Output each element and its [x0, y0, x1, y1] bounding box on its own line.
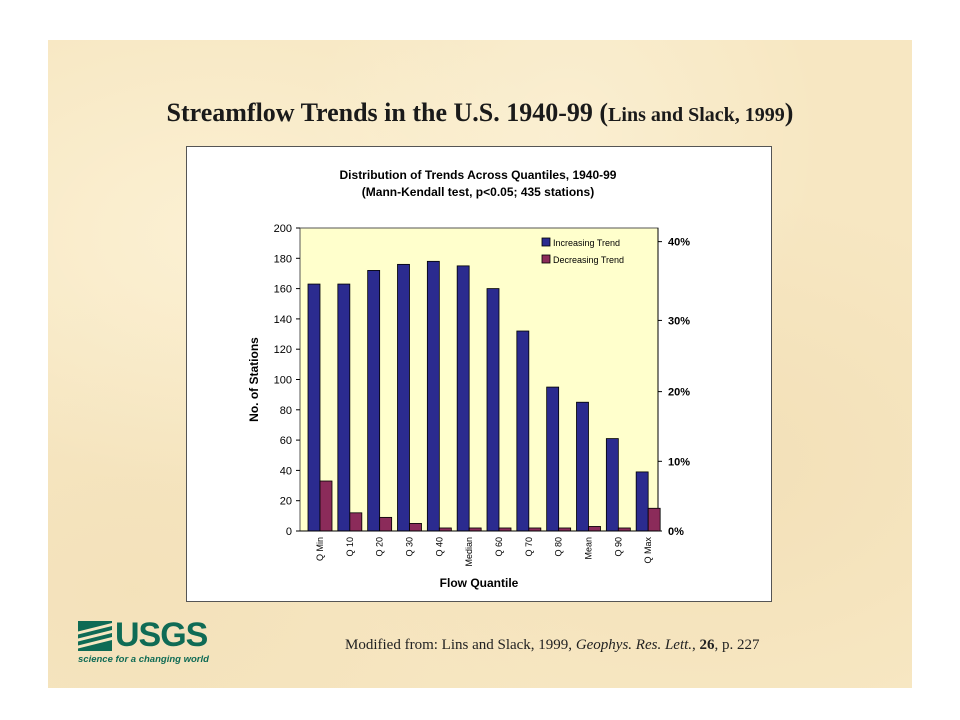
usgs-logo: USGS science for a changing world — [78, 616, 210, 668]
bar-decreasing — [588, 526, 601, 532]
chart-frame: Distribution of Trends Across Quantiles,… — [186, 146, 772, 602]
bar-increasing — [426, 260, 440, 532]
y-tick-label: 0 — [286, 526, 292, 538]
x-tick-label: Q 10 — [345, 537, 355, 557]
y-tick-label: 140 — [274, 314, 292, 326]
plot-area — [299, 227, 659, 532]
bar-increasing — [397, 263, 410, 532]
x-tick-label: Q 80 — [554, 537, 564, 557]
bar-increasing — [456, 265, 470, 532]
usgs-logo-text: USGS — [115, 616, 208, 654]
y2-tick-label: 10% — [668, 456, 690, 468]
bar-increasing — [605, 438, 619, 532]
x-tick-label: Q 60 — [494, 537, 504, 557]
bar-decreasing — [409, 523, 422, 532]
slide-title: Streamflow Trends in the U.S. 1940-99 (L… — [48, 98, 912, 128]
x-tick-label: Q 90 — [613, 537, 623, 557]
source-volume: 26 — [699, 637, 715, 653]
y-tick-label: 40 — [280, 465, 292, 477]
title-main: Streamflow Trends in the U.S. 1940-99 ( — [166, 98, 609, 127]
y-tick-label: 120 — [274, 344, 292, 356]
y2-tick-label: 20% — [668, 387, 690, 399]
source-page: , p. 227 — [714, 637, 760, 653]
x-tick-label: Q 70 — [524, 537, 534, 557]
y-tick-label: 20 — [280, 496, 292, 508]
y-axis-title: No. of Stations — [247, 337, 261, 422]
bar-increasing — [486, 288, 500, 532]
y-tick-label: 100 — [274, 375, 292, 387]
y-tick-label: 60 — [280, 435, 292, 447]
legend-swatch — [541, 237, 551, 247]
x-tick-label: Median — [464, 537, 474, 567]
legend-swatch — [541, 254, 551, 264]
slide: Streamflow Trends in the U.S. 1940-99 (L… — [48, 40, 912, 688]
y-tick-label: 200 — [274, 223, 292, 235]
y2-tick-label: 0% — [668, 526, 684, 538]
bar-increasing — [337, 283, 351, 532]
bar-decreasing — [379, 516, 393, 532]
x-tick-label: Q Min — [315, 537, 325, 561]
x-tick-label: Mean — [584, 537, 594, 560]
x-tick-label: Q Max — [643, 537, 653, 564]
bar-increasing — [367, 270, 381, 532]
x-axis-title: Flow Quantile — [440, 576, 519, 590]
source-sep: , — [692, 637, 700, 653]
chart-subtitle: (Mann-Kendall test, p<0.05; 435 stations… — [362, 185, 594, 199]
bar-decreasing — [319, 480, 333, 532]
legend-label: Increasing Trend — [553, 238, 620, 248]
bar-increasing — [516, 330, 530, 532]
legend-label: Decreasing Trend — [553, 255, 624, 265]
bar-increasing — [307, 283, 321, 532]
chart-title: Distribution of Trends Across Quantiles,… — [340, 168, 617, 182]
source-prefix: Modified from: Lins and Slack, 1999, — [345, 637, 576, 653]
usgs-wave-icon — [78, 621, 112, 651]
y-tick-label: 180 — [274, 253, 292, 265]
y2-tick-label: 30% — [668, 315, 690, 327]
y-tick-label: 80 — [280, 405, 292, 417]
y-tick-label: 160 — [274, 284, 292, 296]
usgs-tagline: science for a changing world — [78, 654, 209, 665]
x-tick-label: Q 40 — [434, 537, 444, 557]
y2-tick-label: 40% — [668, 237, 690, 249]
title-close: ) — [784, 98, 794, 127]
bar-decreasing — [349, 512, 363, 532]
bar-decreasing — [647, 507, 661, 532]
source-journal: Geophys. Res. Lett. — [575, 637, 693, 653]
title-citation: Lins and Slack, 1999 — [608, 104, 785, 126]
chart: Distribution of Trends Across Quantiles,… — [247, 168, 690, 590]
bar-increasing — [546, 386, 560, 532]
bar-increasing — [635, 471, 649, 532]
source-note: Modified from: Lins and Slack, 1999, Geo… — [345, 637, 760, 654]
bar-increasing — [576, 401, 589, 532]
x-tick-label: Q 20 — [375, 537, 385, 557]
x-tick-label: Q 30 — [405, 537, 415, 557]
